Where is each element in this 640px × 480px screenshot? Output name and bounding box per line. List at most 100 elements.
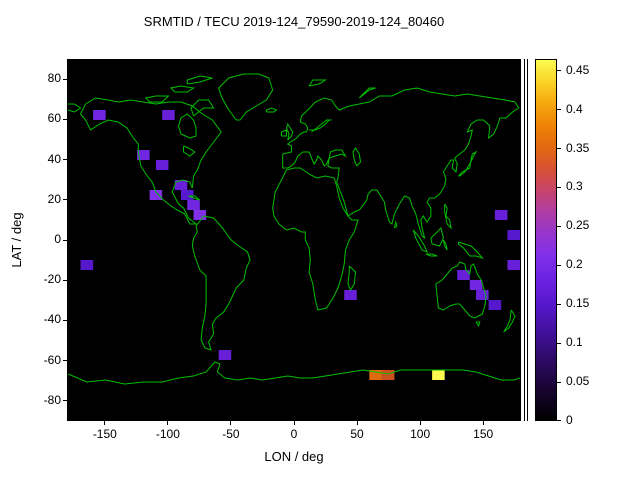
heatmap-cell (344, 290, 357, 300)
heatmap-cell (193, 210, 207, 220)
coastline (443, 240, 447, 250)
y-tick-label: 0 (54, 232, 61, 246)
coastline (68, 362, 520, 384)
colorbar-tick-mark (557, 186, 561, 188)
coastline (146, 96, 169, 102)
x-tick-mark (356, 421, 358, 425)
x-tick-label: 50 (350, 427, 364, 441)
colorbar-tick-label: 0.35 (566, 140, 590, 155)
coastline (353, 148, 361, 166)
colorbar-tick-mark (557, 419, 561, 421)
y-tick-mark (63, 118, 67, 120)
coastline (81, 98, 222, 224)
heatmap-cell (162, 110, 175, 120)
x-tick-label: -100 (155, 427, 180, 441)
x-tick-mark (230, 421, 232, 425)
coastline (273, 168, 358, 310)
x-tick-mark (482, 421, 484, 425)
coastline (413, 230, 427, 252)
coastline (476, 322, 480, 326)
heatmap-cell (187, 200, 200, 210)
coastline (266, 108, 276, 112)
coastline (191, 100, 214, 116)
heatmap-cell (80, 260, 94, 270)
colorbar-tick-mark (557, 148, 561, 150)
coastline (178, 114, 196, 138)
heatmap-cell (432, 370, 445, 380)
x-tick-label: 100 (410, 427, 431, 441)
colorbar-tick-mark (557, 264, 561, 266)
heatmap-cell (507, 260, 520, 270)
y-tick-mark (63, 319, 67, 321)
coastline (458, 242, 482, 258)
coastline (458, 152, 476, 176)
colorbar-tick-mark (557, 70, 561, 72)
y-tick-label: 40 (47, 151, 61, 166)
heatmap-cell (93, 110, 106, 120)
colorbar-tick-mark (557, 303, 561, 305)
heatmap-cell (218, 350, 232, 360)
colorbar-tick-mark (557, 109, 561, 111)
colorbar-tick-label: 0.2 (566, 257, 583, 272)
coastline (309, 80, 325, 86)
world-map-heatmap (68, 60, 520, 420)
coastline (192, 216, 250, 350)
y-tick-mark (63, 279, 67, 281)
coastline (171, 86, 194, 92)
coastline (329, 150, 345, 158)
x-tick-mark (167, 421, 169, 425)
y-tick-mark (63, 400, 67, 402)
colorbar-tick-label: 0 (566, 413, 573, 427)
coastline (426, 254, 437, 256)
coastline (184, 146, 195, 156)
coastline (431, 228, 444, 246)
heatmap-cell (174, 180, 188, 190)
x-tick-mark (104, 421, 106, 425)
y-tick-label: -40 (43, 312, 61, 327)
colorbar-tick-label: 0.05 (566, 374, 590, 389)
heatmap-cell (381, 370, 395, 380)
colorbar-tick-mark (557, 342, 561, 344)
y-tick-mark (63, 78, 67, 80)
coastline (445, 204, 451, 228)
colorbar-tick-label: 0.25 (566, 218, 590, 233)
y-tick-mark (63, 159, 67, 161)
coastline (394, 222, 397, 228)
heatmap-cell (369, 370, 382, 380)
x-tick-label: 150 (473, 427, 494, 441)
colorbar-tick-label: 0.3 (566, 179, 583, 194)
heatmap-cell (488, 300, 502, 310)
chart-title: SRMTID / TECU 2019-124_79590-2019-124_80… (143, 14, 445, 29)
y-tick-mark (63, 360, 67, 362)
coastline (504, 310, 515, 332)
coastline (359, 88, 375, 98)
x-tick-label: -150 (92, 427, 117, 441)
x-tick-label: -50 (222, 427, 240, 441)
coastline (286, 124, 292, 140)
plot-area (67, 59, 521, 421)
y-tick-label: -60 (43, 352, 61, 367)
heatmap-cell (457, 270, 470, 280)
y-tick-mark (63, 199, 67, 201)
heatmap-cell (149, 190, 163, 200)
y-tick-label: 60 (47, 111, 61, 126)
colorbar-tick-label: 0.1 (566, 335, 583, 350)
heatmap-cell (469, 280, 483, 290)
colorbar-tick-label: 0.4 (566, 101, 583, 116)
heatmap-cell (476, 290, 489, 300)
heatmap-cell (181, 190, 194, 200)
heatmap-cell (507, 230, 520, 240)
coastline (219, 74, 273, 120)
coastline (281, 130, 286, 136)
y-tick-label: 80 (47, 71, 61, 86)
dateline-double-border (524, 59, 528, 421)
coastline (283, 88, 519, 238)
coastline (68, 104, 81, 112)
heatmap-cell (137, 150, 150, 160)
y-tick-mark (63, 239, 67, 241)
colorbar-tick-mark (557, 225, 561, 227)
colorbar-tick-mark (557, 381, 561, 383)
coastline (348, 266, 356, 290)
x-tick-mark (419, 421, 421, 425)
